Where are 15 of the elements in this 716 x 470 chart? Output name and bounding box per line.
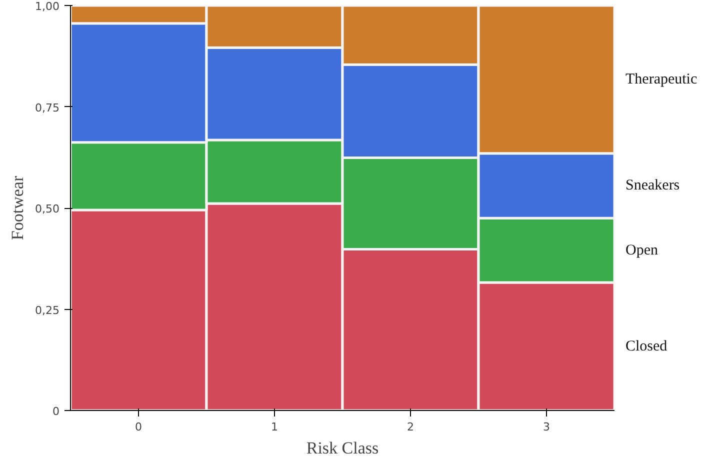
x-tick-label: 2 [407,420,414,434]
y-tick-label: 0,50 [35,202,60,216]
y-tick-label: 0,75 [35,101,60,114]
series-label: Therapeutic [626,71,698,88]
series-label: Closed [626,338,668,355]
y-tick-label: 0,25 [35,304,60,317]
series-label: Sneakers [626,178,680,194]
y-axis-title: Footwear [8,176,28,240]
series-label: Open [626,242,658,258]
x-tick-label: 0 [135,420,142,434]
x-tick-label: 1 [271,420,278,434]
x-tick-label: 3 [543,420,550,434]
y-tick-label: 0 [52,405,60,418]
y-tick-label: 1,00 [35,0,60,13]
x-axis-title: Risk Class [306,438,379,458]
